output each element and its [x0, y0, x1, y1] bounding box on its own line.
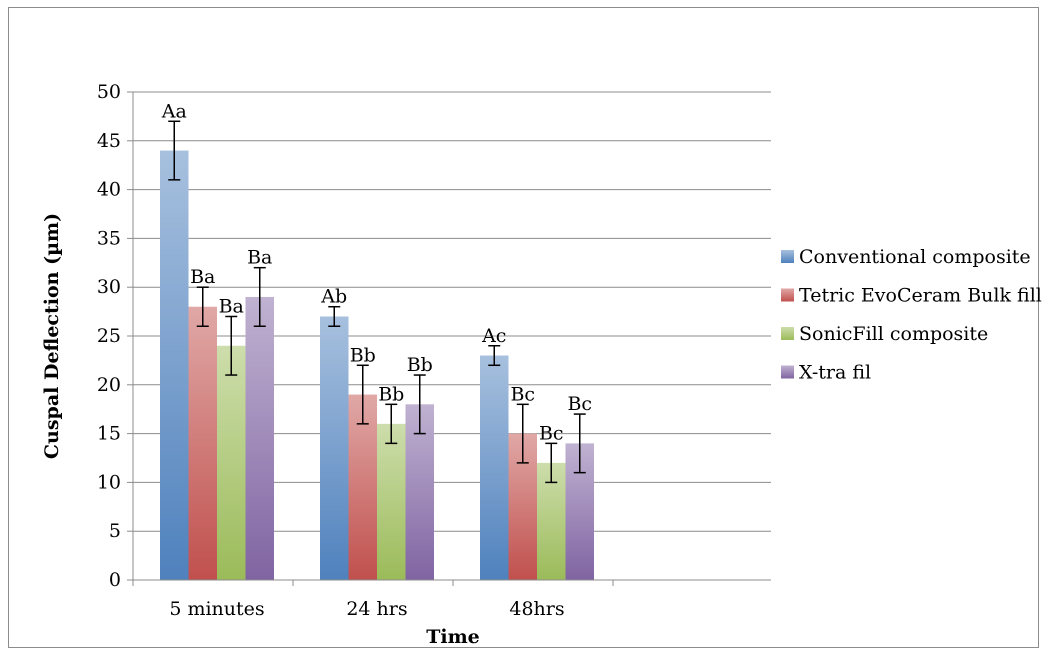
legend-swatch: [781, 288, 794, 302]
legend-label: Tetric EvoCeram Bulk fill: [799, 285, 1042, 307]
legend-swatch: [781, 327, 794, 340]
data-label: Ab: [320, 286, 347, 308]
legend-swatch: [781, 365, 794, 379]
y-tick-label: 0: [109, 569, 121, 591]
axes: 0 5 10 15 20 25 30 35 40 45 50 5 minutes 24 hrs 48hrs: [97, 81, 771, 620]
data-label: Bb: [378, 383, 404, 405]
legend-swatch: [781, 250, 794, 263]
bar: [348, 394, 377, 580]
data-label: Bb: [407, 354, 433, 376]
x-tick-label: 24 hrs: [346, 598, 407, 620]
data-label: Ba: [219, 295, 244, 317]
y-axis-title: Cuspal Deflection (µm): [41, 213, 63, 459]
legend-label: X-tra fil: [799, 362, 871, 384]
data-label: Bc: [539, 422, 564, 444]
data-label: Bb: [350, 344, 376, 366]
data-label: Ba: [247, 247, 272, 269]
x-tick-label: 48hrs: [509, 598, 564, 620]
bar: [217, 345, 246, 580]
y-tick-label: 50: [97, 81, 121, 103]
legend-label: SonicFill composite: [799, 323, 988, 345]
y-tick-label: 20: [97, 374, 121, 396]
bar: [245, 296, 274, 580]
data-label: Ac: [481, 325, 506, 347]
y-tick-label: 45: [97, 130, 121, 152]
y-tick-label: 40: [97, 179, 121, 201]
y-tick-label: 15: [97, 423, 121, 445]
y-tick-label: 25: [97, 325, 121, 347]
y-tick-label: 30: [97, 276, 121, 298]
legend-label: Conventional composite: [799, 246, 1031, 268]
x-tick-label: 5 minutes: [169, 598, 264, 620]
y-tick-label: 10: [97, 471, 121, 493]
bar: [160, 150, 189, 580]
x-axis-title: Time: [426, 626, 480, 648]
bar: [320, 316, 349, 580]
data-label: Bc: [567, 393, 592, 415]
bar: [480, 355, 509, 580]
y-tick-label: 5: [109, 520, 121, 542]
bar: [377, 423, 406, 580]
data-label: Aa: [161, 100, 187, 122]
legend: Conventional composite Tetric EvoCeram Bu…: [781, 246, 1042, 384]
data-label: Ba: [190, 266, 215, 288]
y-tick-label: 35: [97, 227, 121, 249]
data-label: Bc: [510, 383, 535, 405]
bar: [188, 306, 217, 580]
